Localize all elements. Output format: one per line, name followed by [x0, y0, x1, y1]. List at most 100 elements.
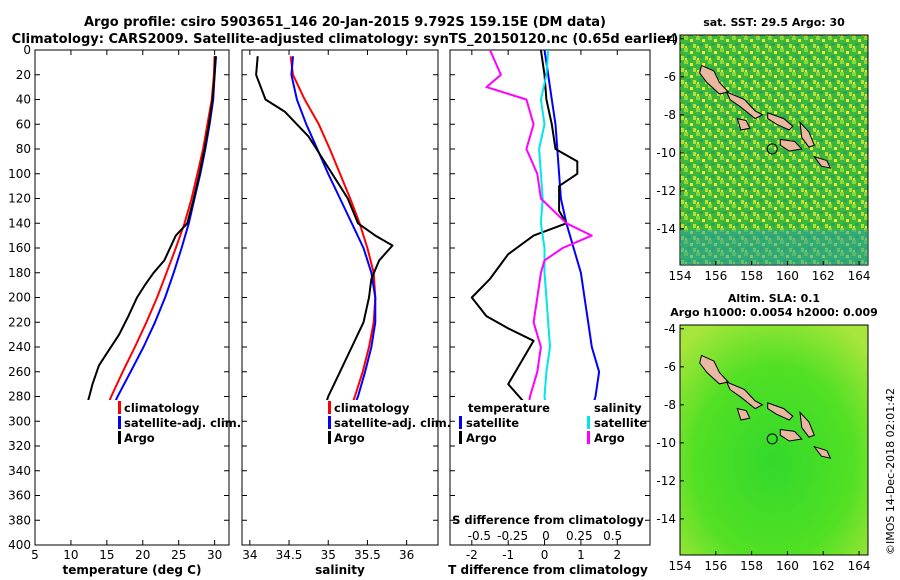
x-tick-label: -2: [466, 548, 478, 562]
s-diff-tick-label: 0.5: [603, 529, 622, 543]
x-tick-label: 35: [321, 548, 336, 562]
imos-watermark: ©IMOS 14-Dec-2018 02:01:42: [884, 388, 897, 555]
sst-map-islands: [699, 64, 832, 169]
sst-map-ticks: 154 156 158 160 162 164 -4 -6 -8 -10 -12 -14: [656, 32, 870, 283]
legend-label-s-satellite: satellite: [594, 416, 647, 430]
difference-legend-salinity: salinity satellite Argo: [587, 401, 647, 445]
argo-position-marker: [766, 143, 778, 155]
island-shape: [767, 112, 794, 131]
map-x-tick-label: 162: [812, 559, 835, 573]
island-shape: [812, 445, 832, 459]
x-tick-label: 15: [99, 548, 114, 562]
y-tick-label: 160: [8, 241, 31, 255]
island-shape: [725, 381, 764, 410]
island-shape: [736, 407, 751, 421]
y-tick-label: 320: [8, 439, 31, 453]
sla-map-title: Altim. SLA: 0.1: [728, 292, 820, 305]
temperature-plot: 5 10 15 20 25 3002040608010012014016018020022…: [8, 43, 229, 562]
map-y-tick-label: -14: [656, 512, 676, 526]
series-t-argo: [470, 50, 579, 400]
island-shape: [779, 428, 803, 442]
legend-label-satellite: satellite-adj. clim.: [124, 416, 241, 430]
s-diff-tick-label: -0.5: [468, 529, 491, 543]
map-y-tick-label: -12: [656, 474, 676, 488]
title-line-2: Climatology: CARS2009. Satellite-adjuste…: [12, 32, 679, 47]
s-diff-tick-label: 0: [542, 529, 550, 543]
map-x-tick-label: 154: [669, 269, 692, 283]
temperature-xlabel: temperature (deg C): [63, 563, 202, 577]
x-tick-label: 20: [135, 548, 150, 562]
sla-map-ticks: 154 156 158 160 162 164 -4 -6 -8 -10 -12 -14: [656, 322, 870, 573]
x-tick-label: 1: [577, 548, 585, 562]
legend-label-argo: Argo: [124, 431, 155, 445]
map-x-tick-label: 154: [669, 559, 692, 573]
sla-map: Altim. SLA: 0.1 Argo h1000: 0.0054 h2000…: [656, 292, 877, 573]
legend-swatch-s-satellite: [587, 416, 590, 429]
map-y-tick-label: -6: [664, 70, 676, 84]
sst-map-cool-band: [680, 230, 868, 265]
y-tick-label: 40: [16, 93, 31, 107]
y-tick-label: 340: [8, 464, 31, 478]
map-y-tick-label: -10: [656, 146, 676, 160]
map-y-tick-label: -8: [664, 108, 676, 122]
y-tick-label: 200: [8, 291, 31, 305]
x-tick-label: 2: [613, 548, 621, 562]
y-tick-label: 380: [8, 513, 31, 527]
difference-panel: [449, 49, 651, 546]
y-tick-label: 240: [8, 340, 31, 354]
x-tick-label: 36: [399, 548, 414, 562]
y-tick-label: 120: [8, 192, 31, 206]
s-difference-label: S difference from climatology: [452, 513, 644, 527]
y-tick-label: 180: [8, 266, 31, 280]
y-tick-label: 0: [23, 43, 31, 57]
y-tick-label: 220: [8, 315, 31, 329]
legend-swatch-climatology: [328, 401, 331, 414]
island-shape: [799, 120, 815, 148]
legend-label-satellite: satellite-adj. clim.: [334, 416, 451, 430]
y-tick-label: 400: [8, 538, 31, 552]
salinity-plot: 34 34.5 35 35.5 36: [242, 49, 438, 562]
x-tick-label: 30: [207, 548, 222, 562]
map-y-tick-label: -12: [656, 184, 676, 198]
legend-swatch-s-argo: [587, 431, 590, 444]
x-tick-label: 35.5: [354, 548, 381, 562]
salinity-xlabel: salinity: [315, 563, 365, 577]
legend-swatch-argo: [328, 431, 331, 444]
legend-label-t-satellite: satellite: [466, 416, 519, 430]
sst-map: sat. SST: 29.5 Argo: 30 154 156 158 160 162 1…: [656, 16, 870, 283]
map-x-tick-label: 160: [776, 269, 799, 283]
salinity-panel: [241, 49, 439, 546]
x-tick-label: 25: [171, 548, 186, 562]
y-tick-label: 80: [16, 142, 31, 156]
s-diff-tick-label: -0.25: [497, 529, 528, 543]
island-shape: [736, 117, 751, 131]
map-x-tick-label: 162: [812, 269, 835, 283]
title-line-1: Argo profile: csiro 5903651_146 20-Jan-2…: [84, 15, 606, 30]
argo-position-marker: [766, 433, 778, 445]
y-tick-label: 140: [8, 216, 31, 230]
island-shape: [725, 91, 764, 120]
legend-label-argo: Argo: [334, 431, 365, 445]
x-tick-label: 34: [242, 548, 257, 562]
map-y-tick-label: -4: [664, 322, 676, 336]
map-y-tick-label: -6: [664, 360, 676, 374]
s-diff-tick-label: 0.25: [566, 529, 593, 543]
island-shape: [812, 155, 832, 169]
map-x-tick-label: 164: [848, 559, 871, 573]
y-tick-label: 20: [16, 68, 31, 82]
series-argo: [255, 56, 394, 400]
series-t-satellite: [543, 50, 601, 400]
island-shape: [767, 402, 794, 421]
legend-swatch-satellite: [328, 416, 331, 429]
legend-head-temperature: temperature: [468, 401, 550, 415]
map-x-tick-label: 156: [704, 269, 727, 283]
map-y-tick-label: -8: [664, 398, 676, 412]
temperature-legend: climatology satellite-adj. clim. Argo: [118, 401, 241, 445]
x-tick-label: 34.5: [276, 548, 303, 562]
x-tick-label: 10: [63, 548, 78, 562]
legend-label-s-argo: Argo: [594, 431, 625, 445]
sla-map-subtitle: Argo h1000: 0.0054 h2000: 0.009: [670, 306, 878, 319]
map-x-tick-label: 158: [740, 559, 763, 573]
